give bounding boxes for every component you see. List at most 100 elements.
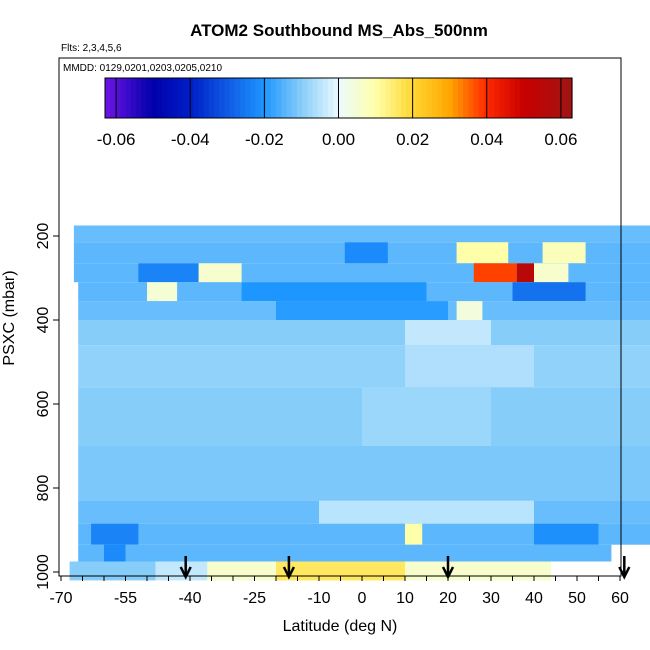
heatmap-cell-9	[516, 263, 534, 283]
colorbar-swatch	[343, 78, 350, 118]
colorbar-swatch	[141, 78, 148, 118]
heatmap-cell-12	[147, 282, 178, 302]
colorbar-swatch	[260, 78, 267, 118]
colorbar-swatch	[286, 78, 293, 118]
heatmap-cell-0	[73, 225, 650, 243]
x-tick-label: -25	[243, 590, 266, 607]
colorbar-swatch	[514, 78, 521, 118]
y-axis-label: PSXC (mbar)	[1, 270, 18, 365]
x-tick-label: 40	[525, 590, 543, 607]
colorbar-swatch	[442, 78, 449, 118]
heatmap-cell-10	[534, 263, 569, 283]
colorbar-swatch	[540, 78, 547, 118]
colorbar-swatch	[125, 78, 132, 118]
colorbar-swatch	[411, 78, 417, 118]
heatmap-cell-16	[276, 301, 448, 320]
heatmap-cell-18	[78, 320, 650, 346]
colorbar-swatch	[219, 78, 225, 118]
colorbar-swatch	[193, 78, 199, 118]
colorbar-swatch	[509, 78, 516, 118]
heatmap-cell-6	[138, 263, 199, 283]
colorbar-swatch	[203, 78, 210, 118]
colorbar-swatch	[151, 78, 158, 118]
y-axis: 200 400 600 800 1000	[35, 223, 60, 590]
colorbar-swatch	[437, 78, 443, 118]
colorbar-swatch	[115, 78, 122, 118]
flights-label: Flts: 2,3,4,5,6	[61, 43, 122, 54]
colorbar-tick-label: -0.04	[171, 130, 210, 149]
colorbar-swatch	[385, 78, 391, 118]
colorbar-swatch	[431, 78, 438, 118]
colorbar-tick-label: 0.06	[544, 130, 577, 149]
colorbar-swatch	[265, 78, 272, 118]
heatmap-cells	[69, 225, 650, 581]
heatmap-cell-7	[198, 263, 242, 283]
x-tick-label: 50	[568, 590, 586, 607]
x-tick-label: -70	[49, 590, 72, 607]
colorbar-swatch	[546, 78, 552, 118]
heatmap-cell-3	[456, 242, 509, 264]
colorbar-swatch	[416, 78, 423, 118]
colorbar-swatch	[390, 78, 397, 118]
colorbar-swatch	[105, 78, 111, 118]
x-tick-label: 30	[482, 590, 500, 607]
x-tick-label: -55	[114, 590, 137, 607]
colorbar-swatch	[234, 78, 241, 118]
colorbar-tick-label: -0.06	[97, 130, 136, 149]
colorbar-swatch	[276, 78, 283, 118]
x-tick-label: 60	[611, 590, 629, 607]
heatmap-cell-19	[405, 320, 491, 346]
x-tick-label: 0	[358, 590, 367, 607]
colorbar-swatch	[136, 78, 142, 118]
y-tick-label: 600	[35, 391, 52, 418]
colorbar-swatch	[322, 78, 329, 118]
heatmap-cell-30	[534, 523, 599, 545]
x-tick-label: -40	[178, 590, 201, 607]
colorbar-swatch	[400, 78, 407, 118]
colorbar-swatch	[380, 78, 386, 118]
colorbar-swatch	[302, 78, 308, 118]
heatmap-cell-20	[78, 345, 650, 388]
colorbar-swatch	[307, 78, 314, 118]
colorbar-swatch	[426, 78, 433, 118]
heatmap-cell-14	[512, 282, 586, 302]
colorbar-swatch	[271, 78, 277, 118]
colorbar-swatch	[364, 78, 371, 118]
colorbar-swatch	[291, 78, 298, 118]
colorbar-swatch	[281, 78, 288, 118]
colorbar-swatch	[317, 78, 324, 118]
colorbar-swatch	[488, 78, 495, 118]
colorbar-swatch	[130, 78, 137, 118]
colorbar-swatch	[328, 78, 334, 118]
colorbar-swatch	[520, 78, 526, 118]
colorbar-swatch	[473, 78, 480, 118]
colorbar-tick-label: 0.00	[322, 130, 355, 149]
colorbar-swatch	[182, 78, 189, 118]
dates-label: MMDD: 0129,0201,0203,0205,0210	[63, 63, 222, 74]
heatmap-cell-17	[456, 301, 483, 320]
colorbar-swatch	[255, 78, 262, 118]
heatmap-cell-4	[542, 242, 586, 264]
colorbar-swatch	[405, 78, 412, 118]
colorbar-swatch	[463, 78, 469, 118]
colorbar-swatch	[245, 78, 251, 118]
colorbar-swatch	[146, 78, 153, 118]
colorbar-swatch	[296, 78, 303, 118]
colorbar-swatch	[224, 78, 231, 118]
colorbar-swatch	[162, 78, 168, 118]
colorbar-swatch	[312, 78, 319, 118]
colorbar-swatch	[188, 78, 194, 118]
colorbar-swatch	[566, 78, 573, 118]
colorbar-swatch	[478, 78, 485, 118]
colorbar-swatch	[556, 78, 563, 118]
heatmap-cell-31	[78, 544, 612, 562]
heatmap-cell-2	[344, 242, 388, 264]
colorbar-swatch	[395, 78, 402, 118]
colorbar-swatch	[177, 78, 184, 118]
y-tick-label: 200	[35, 223, 52, 250]
colorbar-swatch	[452, 78, 459, 118]
colorbar-swatch	[229, 78, 236, 118]
colorbar-swatch	[213, 78, 220, 118]
x-tick-label: -10	[307, 590, 330, 607]
colorbar-swatch	[525, 78, 532, 118]
